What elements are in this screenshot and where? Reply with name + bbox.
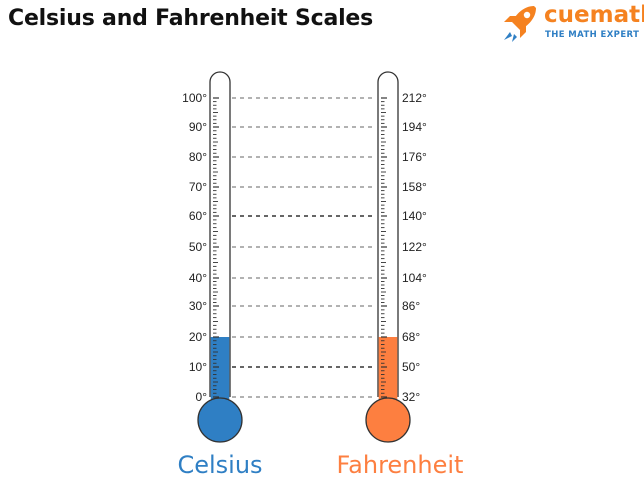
fahrenheit-label: 122° xyxy=(402,240,427,254)
logo-tagline: THE MATH EXPERT xyxy=(545,30,640,40)
celsius-name: Celsius xyxy=(177,451,262,479)
celsius-label: 60° xyxy=(189,209,207,223)
celsius-label: 10° xyxy=(189,360,207,374)
fahrenheit-labels: 32° 50° 68° 86° 104° 122° 140° 158° 176° 194° 212° xyxy=(402,91,427,404)
fahrenheit-label: 86° xyxy=(402,299,420,313)
celsius-labels: 0° 10° 20° 30° 40° 50° 60° 70° 80° 90° 100° xyxy=(182,91,207,404)
logo-word-cue: cue xyxy=(544,2,590,28)
fahrenheit-bulb xyxy=(365,397,411,443)
fahrenheit-mercury xyxy=(378,337,398,399)
page-title: Celsius and Fahrenheit Scales xyxy=(8,6,374,31)
fahrenheit-label: 104° xyxy=(402,271,427,285)
celsius-bulb xyxy=(197,397,243,443)
logo-wordmark: cuemath xyxy=(544,2,644,28)
fahrenheit-label: 140° xyxy=(402,209,427,223)
celsius-label: 100° xyxy=(182,91,207,105)
celsius-label: 20° xyxy=(189,330,207,344)
fahrenheit-label: 176° xyxy=(402,150,427,164)
fahrenheit-label: 212° xyxy=(402,91,427,105)
celsius-mercury xyxy=(210,337,230,399)
rocket-icon xyxy=(504,6,536,42)
correspondence-lines xyxy=(232,97,376,398)
fahrenheit-label: 32° xyxy=(402,390,420,404)
celsius-ticks xyxy=(213,97,219,398)
fahrenheit-label: 158° xyxy=(402,180,427,194)
fahrenheit-name: Fahrenheit xyxy=(337,451,464,479)
fahrenheit-label: 194° xyxy=(402,120,427,134)
celsius-label: 40° xyxy=(189,271,207,285)
celsius-thermometer xyxy=(197,71,243,443)
celsius-label: 30° xyxy=(189,299,207,313)
celsius-label: 80° xyxy=(189,150,207,164)
fahrenheit-ticks xyxy=(381,97,387,398)
celsius-label: 50° xyxy=(189,240,207,254)
celsius-label: 70° xyxy=(189,180,207,194)
fahrenheit-thermometer xyxy=(365,71,411,443)
logo-word-math: math xyxy=(589,2,644,28)
cuemath-logo: cuemath THE MATH EXPERT xyxy=(498,2,644,46)
celsius-label: 0° xyxy=(196,390,208,404)
celsius-label: 90° xyxy=(189,120,207,134)
fahrenheit-label: 50° xyxy=(402,360,420,374)
fahrenheit-label: 68° xyxy=(402,330,420,344)
